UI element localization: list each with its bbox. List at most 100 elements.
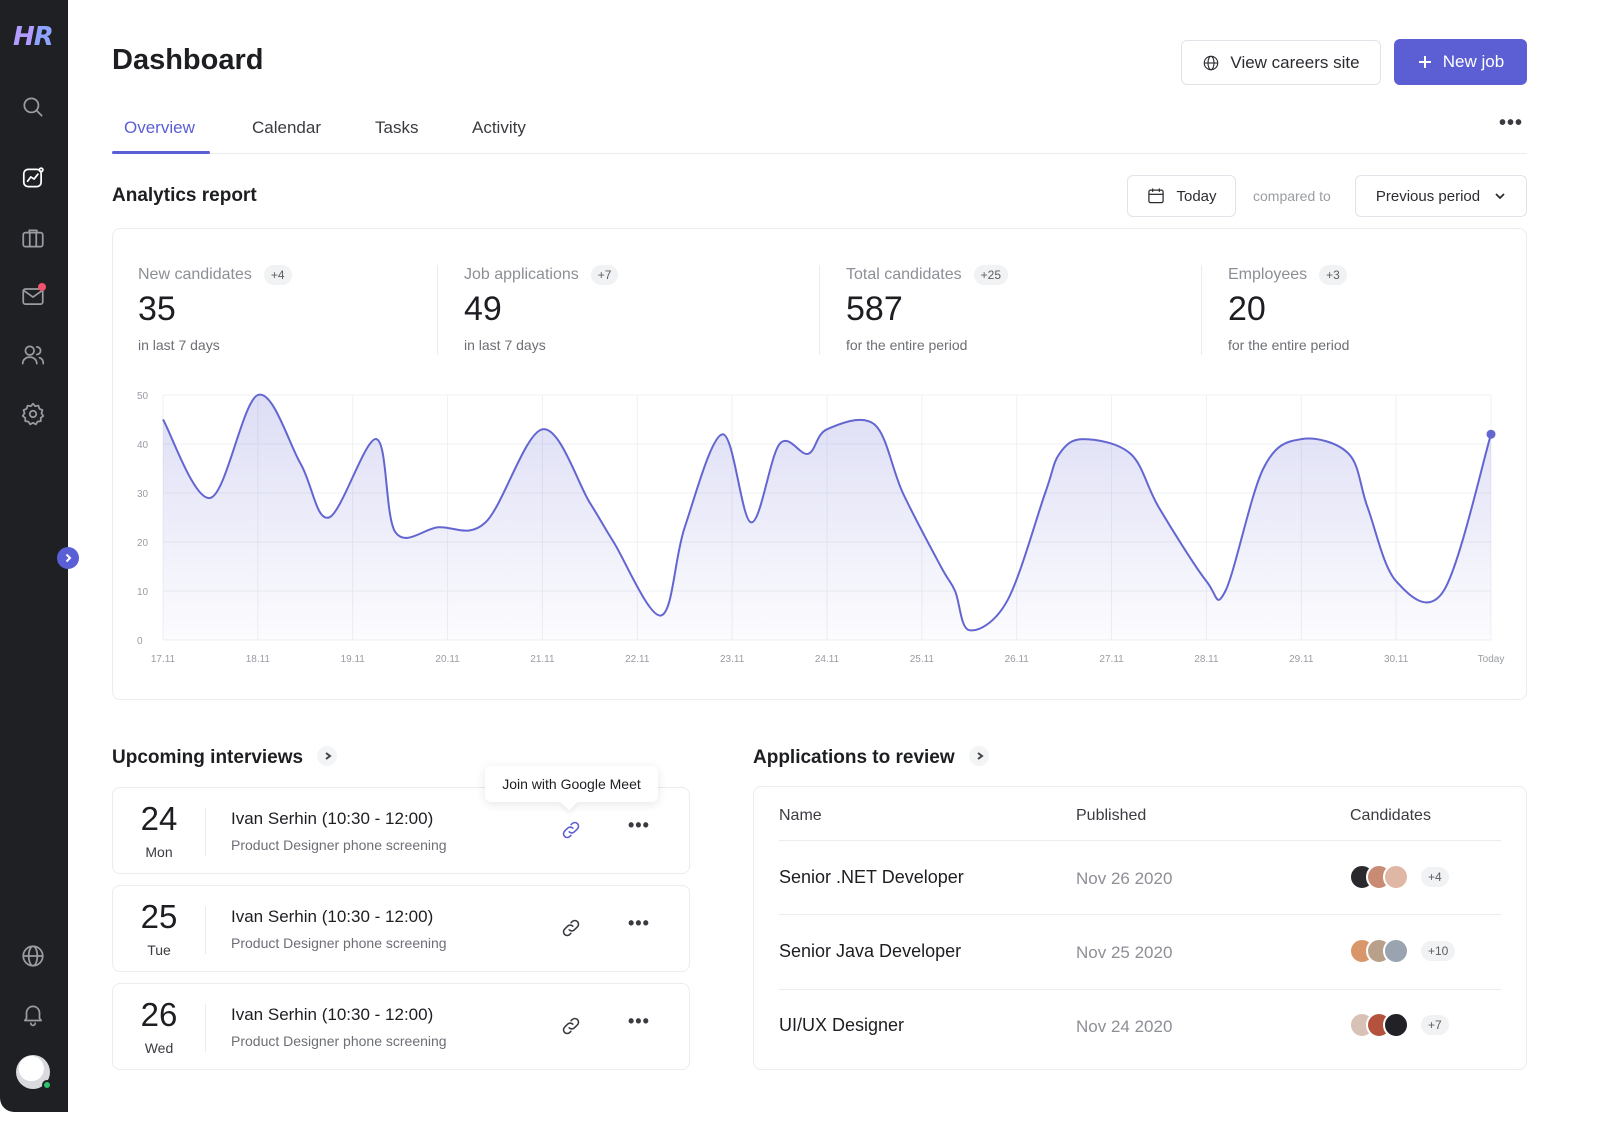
interview-title: Ivan Serhin (10:30 - 12:00): [231, 907, 434, 926]
mail-icon[interactable]: [18, 281, 48, 311]
application-name[interactable]: Senior Java Developer: [779, 941, 962, 961]
hr-logo[interactable]: HR: [13, 22, 54, 52]
candidate-count-badge: +4: [1421, 867, 1449, 887]
applications-to-review-label: Applications to review: [753, 747, 955, 768]
view-careers-site-button[interactable]: View careers site: [1181, 40, 1381, 85]
interview-title: Ivan Serhin (10:30 - 12:00): [231, 809, 434, 828]
upcoming-interviews-title: Upcoming interviews: [112, 745, 338, 769]
stat-divider: [819, 265, 820, 355]
candidate-avatars[interactable]: +7: [1349, 1012, 1449, 1038]
candidate-avatars[interactable]: +10: [1349, 938, 1456, 964]
expand-sidebar-button[interactable]: [57, 547, 79, 569]
globe-icon[interactable]: [18, 941, 48, 971]
link-icon[interactable]: [560, 917, 584, 941]
interview-title: Ivan Serhin (10:30 - 12:00): [231, 1005, 434, 1024]
stat-label: Job applications: [464, 266, 579, 283]
divider: [205, 1004, 206, 1052]
user-avatar[interactable]: [16, 1055, 52, 1090]
column-header-published[interactable]: Published: [1076, 807, 1147, 824]
globe-icon: [1204, 55, 1219, 70]
stat-badge: +7: [590, 265, 619, 285]
stat-value: 35: [138, 290, 176, 328]
candidate-avatar: [1383, 864, 1409, 890]
sidebar: HR: [0, 0, 79, 1112]
more-options-icon[interactable]: •••: [628, 1011, 650, 1031]
search-icon[interactable]: [18, 92, 48, 122]
row-divider: [779, 989, 1501, 990]
analytics-icon[interactable]: [18, 163, 48, 193]
chart-x-tick-label: 28.11: [1194, 654, 1219, 665]
stat-subtitle: for the entire period: [846, 337, 968, 353]
page-title: Dashboard: [112, 44, 264, 76]
stat-job-applications: Job applications +7 49 in last 7 days: [464, 265, 619, 353]
chevron-down-icon: [1495, 193, 1505, 200]
candidate-avatars[interactable]: +4: [1349, 864, 1449, 890]
link-icon[interactable]: [560, 819, 584, 843]
briefcase-icon[interactable]: [18, 223, 48, 253]
stat-value: 49: [464, 290, 502, 328]
stat-divider: [437, 265, 438, 355]
interview-day: 24: [140, 800, 178, 837]
more-options-icon[interactable]: •••: [1498, 112, 1523, 134]
chart-x-tick-label: 17.11: [151, 654, 176, 665]
interview-description: Product Designer phone screening: [231, 1033, 447, 1049]
new-job-button[interactable]: New job: [1394, 39, 1527, 85]
interview-day: 25: [140, 898, 178, 935]
date-picker-button[interactable]: Today: [1127, 175, 1236, 217]
chart-y-tick-label: 0: [137, 636, 143, 647]
active-tab-indicator: [112, 151, 210, 154]
stat-divider: [1201, 265, 1202, 355]
tab-activity[interactable]: Activity: [472, 118, 526, 137]
stat-new-candidates: New candidates +4 35 in last 7 days: [138, 265, 292, 353]
application-published-date: Nov 26 2020: [1076, 869, 1173, 888]
tab-overview[interactable]: Overview: [124, 118, 195, 137]
stat-value: 587: [846, 290, 903, 328]
chart-x-tick-label: 25.11: [910, 654, 935, 665]
tab-calendar[interactable]: Calendar: [252, 118, 321, 137]
chart-x-tick-label: 20.11: [435, 654, 460, 665]
period-select[interactable]: Previous period: [1355, 175, 1527, 217]
upcoming-interviews-label: Upcoming interviews: [112, 747, 304, 768]
column-header-name[interactable]: Name: [779, 807, 822, 824]
applications-to-review-title: Applications to review: [753, 745, 989, 769]
interview-weekday: Tue: [147, 942, 171, 958]
interview-item[interactable]: 25 Tue Ivan Serhin (10:30 - 12:00) Produ…: [112, 885, 690, 972]
link-icon[interactable]: [560, 1015, 584, 1039]
chart-x-tick-label: Today: [1478, 654, 1505, 665]
chevron-right-icon[interactable]: [968, 745, 989, 766]
candidate-avatar: [1383, 1012, 1409, 1038]
application-name[interactable]: Senior .NET Developer: [779, 867, 964, 887]
chart-series-line: [162, 393, 1492, 632]
settings-icon[interactable]: [18, 399, 48, 429]
chart-y-tick-label: 20: [137, 538, 149, 549]
stat-value: 20: [1228, 290, 1266, 328]
bell-icon[interactable]: [18, 999, 48, 1029]
stat-badge: +4: [263, 265, 292, 285]
more-options-icon[interactable]: •••: [628, 815, 650, 835]
interview-weekday: Wed: [144, 1040, 174, 1056]
stat-label: New candidates: [138, 266, 252, 283]
tab-tasks[interactable]: Tasks: [375, 118, 419, 137]
divider: [205, 808, 206, 856]
candidate-count-badge: +10: [1421, 941, 1456, 961]
chart-x-tick-label: 22.11: [625, 654, 650, 665]
chevron-right-icon[interactable]: [317, 745, 338, 766]
stat-subtitle: in last 7 days: [464, 337, 546, 353]
interview-item[interactable]: 26 Wed Ivan Serhin (10:30 - 12:00) Produ…: [112, 983, 690, 1070]
column-header-candidates[interactable]: Candidates: [1350, 807, 1431, 824]
chart-x-tick-label: 19.11: [341, 654, 366, 665]
stat-label: Total candidates: [846, 266, 962, 283]
users-icon[interactable]: [18, 340, 48, 370]
chart-x-tick-label: 23.11: [720, 654, 745, 665]
row-divider: [779, 840, 1501, 841]
chart-area-fill: [163, 394, 1491, 640]
stat-subtitle: in last 7 days: [138, 337, 220, 353]
chart-y-tick-label: 50: [137, 391, 149, 402]
logo-letter-h: H: [13, 22, 35, 52]
stat-total-candidates: Total candidates +25 587 for the entire p…: [846, 265, 1008, 353]
more-options-icon[interactable]: •••: [628, 913, 650, 933]
candidate-count-badge: +7: [1421, 1015, 1449, 1035]
chart-y-tick-label: 30: [137, 489, 149, 500]
application-name[interactable]: UI/UX Designer: [779, 1015, 905, 1035]
stat-badge: +25: [973, 265, 1008, 285]
